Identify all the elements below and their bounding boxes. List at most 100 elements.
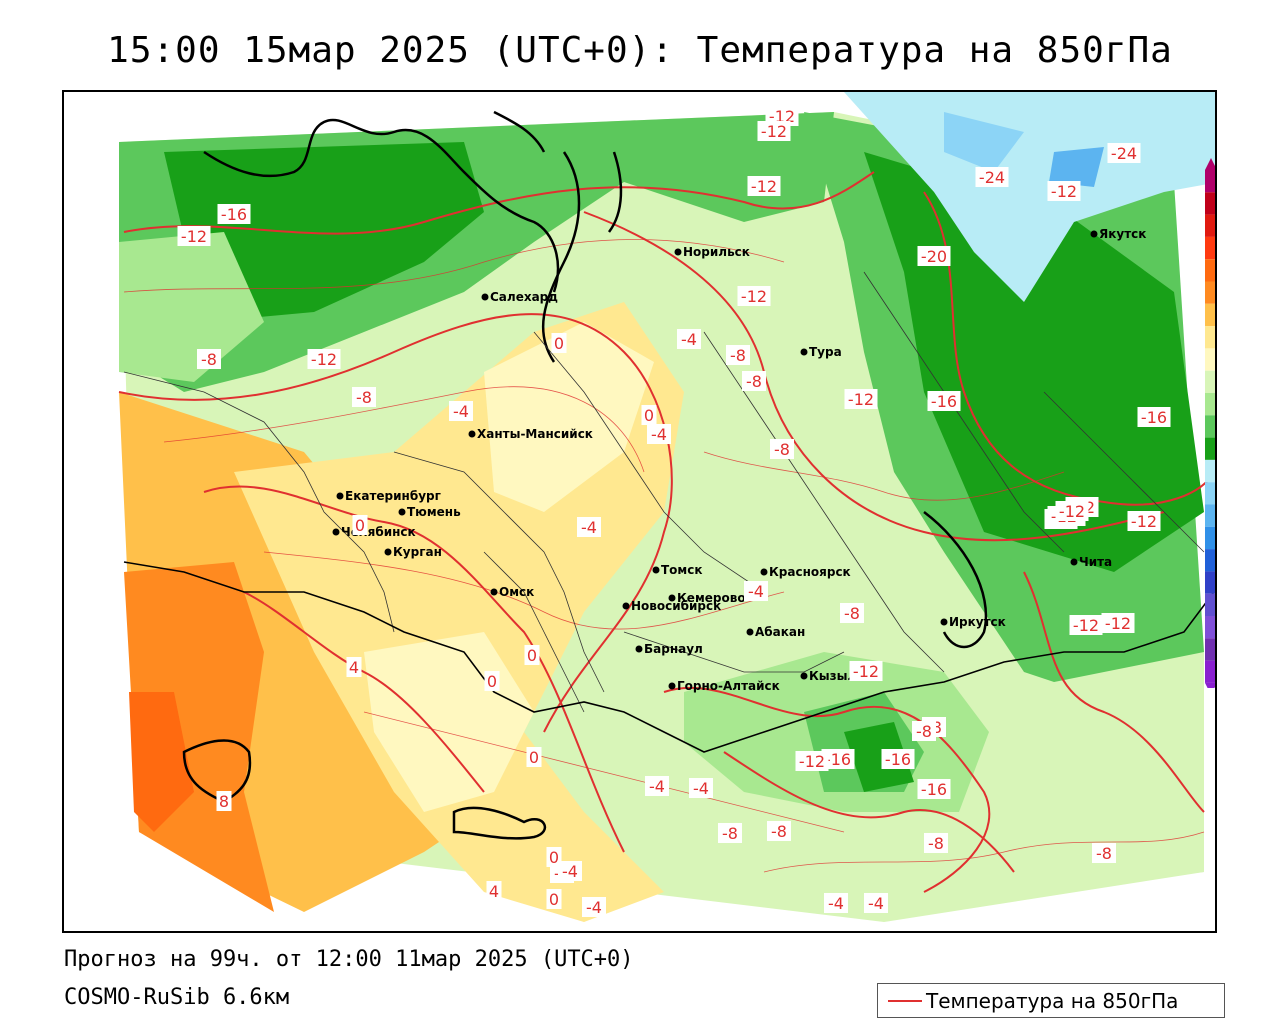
isotherm-label-bg xyxy=(197,349,221,369)
isotherm-label: -8 xyxy=(730,346,746,365)
city-label: Чита xyxy=(1079,555,1112,569)
scale-swatch xyxy=(1205,214,1215,237)
city-label: Якутск xyxy=(1099,227,1146,241)
city-marker xyxy=(398,508,406,516)
scale-swatch xyxy=(1205,415,1215,438)
country-border xyxy=(123,561,1215,753)
city-marker xyxy=(336,492,344,500)
legend-line-swatch xyxy=(888,1000,922,1002)
isotherm-label: -16 xyxy=(931,392,957,411)
city-label: Красноярск xyxy=(769,565,851,579)
isotherm-label-bg xyxy=(307,349,341,369)
scale-bottom-arrow xyxy=(1205,682,1215,688)
scale-swatch xyxy=(1205,370,1215,393)
city-label: Барнаул xyxy=(644,642,703,656)
city-label: Кемерово xyxy=(677,591,746,605)
isotherm-label-bg xyxy=(486,881,502,901)
isotherm-label-bg xyxy=(647,424,671,444)
temperature-map: Норильск Салехард Тура Якутск Ханты-Мансийск… xyxy=(64,92,1215,931)
isotherm-label-bg xyxy=(821,749,855,769)
scale-swatch xyxy=(1205,192,1215,215)
scale-swatch xyxy=(1205,526,1215,550)
city-marker xyxy=(652,566,660,574)
city-marker xyxy=(635,645,643,653)
isotherm-label-bg xyxy=(582,897,606,917)
city-label: Новосибирск xyxy=(631,599,721,613)
isotherm-lines xyxy=(118,171,1215,893)
city-marker xyxy=(622,602,630,610)
isotherm-label-bg xyxy=(824,893,848,913)
scale-swatch xyxy=(1205,504,1215,527)
isotherm-label-bg xyxy=(449,401,473,421)
isotherm-label: -16 xyxy=(825,750,851,769)
city-label: Иркутск xyxy=(949,615,1006,629)
isotherm-label-bg xyxy=(737,286,771,306)
isotherm-label-bg xyxy=(975,167,1009,187)
forecast-info: Прогноз на 99ч. от 12:00 11мар 2025 (UTC… xyxy=(64,947,634,972)
isotherm-label-layer: -12-16-12-12-12-12-8-8 -12-24-24-20-16-16… xyxy=(177,106,1171,917)
city-label: Норильск xyxy=(683,245,750,259)
isotherm-label: -12 xyxy=(1131,512,1157,531)
isotherm-label: 0 xyxy=(355,516,365,535)
isotherm-label-bg xyxy=(1137,407,1171,427)
scale-swatch xyxy=(1205,259,1215,282)
city-label: Тюмень xyxy=(407,505,461,519)
isotherm-label: -16 xyxy=(1141,408,1167,427)
isotherm-label-bg xyxy=(917,779,951,799)
scale-swatch xyxy=(1205,482,1215,505)
isotherm-label: -8 xyxy=(916,722,932,741)
scale-swatch xyxy=(1205,459,1215,483)
isotherm-label: -16 xyxy=(221,205,247,224)
isotherm-label: -12 xyxy=(1051,182,1077,201)
isotherm-label-bg xyxy=(881,749,915,769)
isotherm-label: -4 xyxy=(453,402,469,421)
isotherm-label: -16 xyxy=(921,780,947,799)
city-label: Омск xyxy=(499,585,534,599)
isotherm-label: -4 xyxy=(649,777,665,796)
isotherm-label: -8 xyxy=(746,372,762,391)
scale-swatch xyxy=(1205,348,1215,371)
isotherm-label: -4 xyxy=(868,894,884,913)
isotherm-label-bg xyxy=(1101,613,1135,633)
isotherm-label-bg xyxy=(641,405,657,425)
isotherm-label: -12 xyxy=(751,177,777,196)
scale-swatch xyxy=(1205,281,1215,304)
isotherm-label-bg xyxy=(844,389,878,409)
scale-swatch xyxy=(1205,170,1215,193)
scale-swatch xyxy=(1205,549,1215,572)
scale-top-arrow xyxy=(1205,158,1215,170)
isotherm-label: -12 xyxy=(799,752,825,771)
isotherm-label-bg xyxy=(917,246,951,266)
isotherm-label: -4 xyxy=(586,898,602,917)
isotherm-label-bg xyxy=(526,747,542,767)
city-label: Ханты-Мансийск xyxy=(477,427,593,441)
isotherm-label-bg xyxy=(352,387,376,407)
isotherm-label-bg xyxy=(1127,511,1161,531)
city-marker xyxy=(384,548,392,556)
city-label: Абакан xyxy=(755,625,805,639)
isotherm-label-bg xyxy=(217,204,251,224)
isotherm-label: 0 xyxy=(487,672,497,691)
color-scale: 2824201612840-4-8-12-16-20-24-28-32-36-4… xyxy=(1205,158,1215,688)
isotherm-label: 0 xyxy=(644,406,654,425)
isotherm-label: -4 xyxy=(562,862,578,881)
city-marker xyxy=(490,588,498,596)
isotherm-label: -20 xyxy=(921,247,947,266)
city-marker xyxy=(760,568,768,576)
city-label: Кызыл xyxy=(809,669,856,683)
isotherm-label: 4 xyxy=(349,658,359,677)
city-marker xyxy=(746,628,754,636)
isotherm-label-bg xyxy=(912,721,936,741)
city-label: Салехард xyxy=(490,290,558,304)
isotherm-label-bg xyxy=(770,439,794,459)
city-label: Тура xyxy=(809,345,842,359)
isotherm-label-bg xyxy=(840,603,864,623)
isotherm-label: 0 xyxy=(527,646,537,665)
scale-swatch xyxy=(1205,660,1215,683)
scale-swatch xyxy=(1205,616,1215,639)
scale-swatch xyxy=(1205,437,1215,460)
city-marker xyxy=(1090,230,1098,238)
isotherm-label: -12 xyxy=(1059,502,1085,521)
city-marker xyxy=(332,528,340,536)
city-label: Екатеринбург xyxy=(345,489,441,503)
